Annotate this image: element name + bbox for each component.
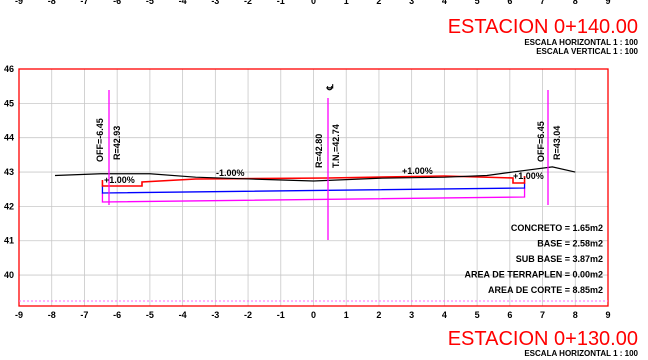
x-tick-label: 4 xyxy=(442,310,447,320)
slope-right-label: +1.00% xyxy=(402,166,433,176)
x-tick-label-top: 9 xyxy=(605,0,610,6)
x-tick-label: 0 xyxy=(311,310,316,320)
x-tick-label-top: -9 xyxy=(15,0,23,6)
x-tick-label: 2 xyxy=(376,310,381,320)
left-offset-label: OFF=-6.45 xyxy=(95,118,105,162)
x-tick-label: -8 xyxy=(48,310,56,320)
x-tick-label: 1 xyxy=(344,310,349,320)
centerline-symbol: ℄ xyxy=(325,84,335,91)
y-tick-label: 40 xyxy=(4,270,14,280)
x-tick-label-top: 2 xyxy=(376,0,381,6)
sub-base-layer xyxy=(101,188,526,203)
y-tick-labels: 40 41 42 43 44 45 46 xyxy=(4,64,14,280)
x-tick-label-top: 6 xyxy=(507,0,512,6)
y-tick-label: 42 xyxy=(4,201,14,211)
x-tick-label: 5 xyxy=(475,310,480,320)
y-tick-label: 45 xyxy=(4,98,14,108)
x-tick-label: -7 xyxy=(80,310,88,320)
x-tick-label: 6 xyxy=(507,310,512,320)
x-tick-label-top: -8 xyxy=(48,0,56,6)
x-tick-label-top: -4 xyxy=(179,0,187,6)
area-row: AREA DE TERRAPLEN = 0.00m2 xyxy=(465,270,603,280)
x-tick-label-top: 0 xyxy=(311,0,316,6)
top-x-tick-labels: -9 -8 -7 -6 -5 -4 -3 -2 -1 0 1 2 3 4 5 6 7 8 9 xyxy=(15,0,611,6)
x-tick-label: 3 xyxy=(409,310,414,320)
slope-right-edge-label: +1.00% xyxy=(513,171,544,181)
y-tick-label: 43 xyxy=(4,167,14,177)
x-tick-label: -5 xyxy=(146,310,154,320)
x-tick-label: -2 xyxy=(244,310,252,320)
x-tick-label-top: -5 xyxy=(146,0,154,6)
x-tick-label: -9 xyxy=(15,310,23,320)
x-tick-label: -4 xyxy=(179,310,187,320)
x-tick-labels: -9 -8 -7 -6 -5 -4 -3 -2 -1 0 1 2 3 4 5 6 7 8 9 xyxy=(15,310,611,320)
x-tick-label: 8 xyxy=(573,310,578,320)
x-tick-label: 7 xyxy=(540,310,545,320)
area-quantities: CONCRETO = 1.65m2 BASE = 2.58m2 SUB BASE =… xyxy=(465,223,603,295)
terrain-line xyxy=(54,166,576,182)
y-tick-label: 41 xyxy=(4,236,14,246)
left-elevation-label: R=42.93 xyxy=(112,126,122,160)
x-tick-label: -6 xyxy=(113,310,121,320)
center-elevation-label: R=42.80 xyxy=(314,134,324,168)
x-tick-label-top: 1 xyxy=(344,0,349,6)
x-tick-label-top: -2 xyxy=(244,0,252,6)
x-tick-label: -1 xyxy=(277,310,285,320)
right-elevation-label: R=43.04 xyxy=(552,126,562,160)
x-tick-label-top: 7 xyxy=(540,0,545,6)
area-row: SUB BASE = 3.87m2 xyxy=(516,254,603,264)
station-title-top: ESTACION 0+140.00 xyxy=(448,16,638,38)
x-tick-label-top: 3 xyxy=(409,0,414,6)
x-tick-label: -3 xyxy=(211,310,219,320)
x-tick-label-top: -7 xyxy=(80,0,88,6)
center-tn-label: T.N.=42.74 xyxy=(331,124,341,168)
scale-horizontal-bottom: ESCALA HORIZONTAL 1 : 100 xyxy=(524,349,638,358)
x-tick-label: 9 xyxy=(605,310,610,320)
scale-horizontal-top: ESCALA HORIZONTAL 1 : 100 xyxy=(524,38,638,47)
section-frame xyxy=(18,68,609,307)
right-offset-label: OFF=6.45 xyxy=(536,121,546,162)
slope-left-label: -1.00% xyxy=(216,168,245,178)
x-tick-label-top: 4 xyxy=(442,0,447,6)
y-tick-label: 46 xyxy=(4,64,14,74)
area-row: BASE = 2.58m2 xyxy=(537,239,603,249)
scale-vertical-top: ESCALA VERTICAL 1 : 100 xyxy=(536,47,638,56)
area-row: CONCRETO = 1.65m2 xyxy=(511,223,603,233)
x-tick-label-top: 5 xyxy=(475,0,480,6)
x-tick-label-top: -3 xyxy=(211,0,219,6)
y-tick-label: 44 xyxy=(4,133,14,143)
station-title-bottom: ESTACION 0+130.00 xyxy=(448,328,638,350)
slope-left-edge-label: +1.00% xyxy=(104,175,135,185)
base-layer xyxy=(101,183,526,194)
x-tick-label-top: 8 xyxy=(573,0,578,6)
x-tick-label-top: -6 xyxy=(113,0,121,6)
x-tick-label-top: -1 xyxy=(277,0,285,6)
area-row: AREA DE CORTE = 8.85m2 xyxy=(488,285,603,295)
